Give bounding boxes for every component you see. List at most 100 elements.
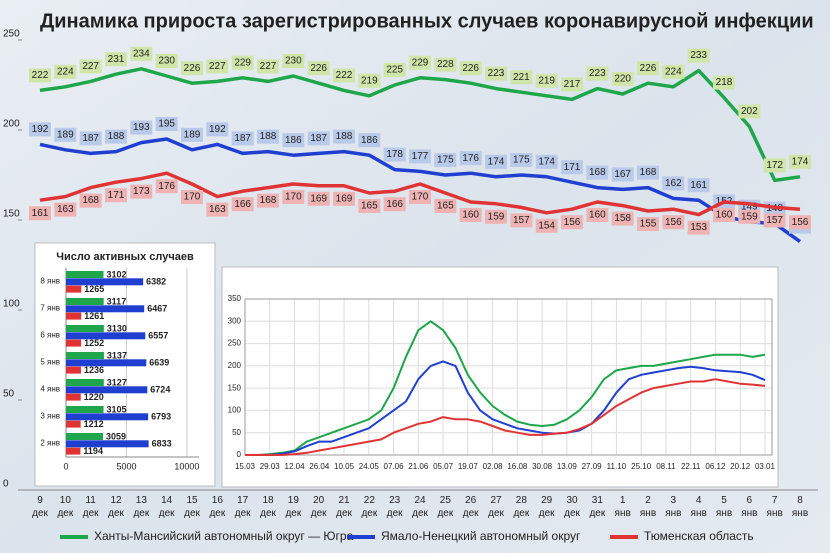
data-label: 157 xyxy=(513,215,530,226)
x-tick-label: 30 дек xyxy=(564,495,580,519)
x-tick-label: 19.07 xyxy=(458,462,479,471)
data-label-bg xyxy=(409,55,431,70)
data-label: 187 xyxy=(82,133,99,144)
x-tick-label: 5 янв xyxy=(716,495,732,519)
data-label-bg xyxy=(485,66,507,81)
data-label-bg xyxy=(586,208,609,222)
data-label: 223 xyxy=(589,68,606,79)
x-tick-label: 31 дек xyxy=(589,495,605,519)
x-tick-label: 25.10 xyxy=(631,462,652,471)
data-label: 3130 xyxy=(107,323,127,333)
data-label: 226 xyxy=(640,63,657,74)
x-tick-label: 20.12 xyxy=(730,462,751,471)
data-label-bg xyxy=(257,193,279,208)
y-tick-label: 8 янв xyxy=(40,277,60,286)
data-label: 168 xyxy=(640,167,657,178)
data-label: 1212 xyxy=(84,419,104,429)
x-tick-label: 16 дек xyxy=(209,495,225,519)
legend-label: Ханты-Мансийский автономный округ — Югра xyxy=(94,529,354,543)
data-label: 1220 xyxy=(84,392,104,402)
data-label: 168 xyxy=(82,195,99,206)
data-label: 192 xyxy=(209,124,226,135)
data-label-bg xyxy=(231,197,254,212)
data-label: 3059 xyxy=(106,431,126,441)
data-label-bg xyxy=(29,206,51,221)
data-label-bg xyxy=(231,55,254,70)
data-label-bg xyxy=(155,179,178,194)
data-label: 174 xyxy=(488,156,505,167)
data-label: 158 xyxy=(614,213,631,224)
data-label: 156 xyxy=(792,217,809,228)
data-label-bg xyxy=(307,131,330,146)
data-label-bg xyxy=(333,191,355,206)
data-label-bg xyxy=(459,151,482,166)
data-label-bg xyxy=(687,178,710,193)
data-label: 227 xyxy=(260,61,277,72)
data-label-bg xyxy=(763,158,786,173)
bar xyxy=(66,379,104,386)
data-label-bg xyxy=(662,176,685,191)
data-label-bg xyxy=(282,190,305,204)
data-label: 156 xyxy=(665,217,682,228)
x-tick-label: 07.06 xyxy=(384,462,405,471)
x-tick-label: 15 дек xyxy=(184,495,200,519)
x-tick-label: 26.04 xyxy=(309,462,330,471)
y-tick-label: 200 xyxy=(3,119,20,130)
y-tick-label: 5 янв xyxy=(40,358,60,367)
data-label: 223 xyxy=(488,68,505,79)
data-label-bg xyxy=(105,52,127,67)
data-label: 226 xyxy=(184,63,201,74)
data-label: 227 xyxy=(209,61,226,72)
data-label-bg xyxy=(535,73,558,88)
data-label: 231 xyxy=(108,54,125,65)
data-label-bg xyxy=(358,73,381,88)
data-label-bg xyxy=(79,193,102,208)
bar xyxy=(66,305,145,313)
x-tick-label: 10 дек xyxy=(57,495,73,519)
data-label-bg xyxy=(561,160,583,175)
x-tick-label: 25 дек xyxy=(437,495,453,519)
data-label-bg xyxy=(206,202,229,217)
data-label-bg xyxy=(687,48,710,63)
data-label-bg xyxy=(333,68,355,83)
data-label: 163 xyxy=(209,204,226,215)
x-tick-label: 22.11 xyxy=(681,462,701,471)
data-label: 6382 xyxy=(146,277,166,287)
bar xyxy=(66,352,104,359)
y-tick-label: 0 xyxy=(237,450,242,459)
bar xyxy=(66,386,148,394)
data-label: 1261 xyxy=(84,311,104,321)
data-label-bg xyxy=(358,199,381,213)
data-label: 170 xyxy=(412,192,429,203)
x-tick-label: 16.08 xyxy=(507,462,528,471)
data-label: 149 xyxy=(741,201,758,212)
data-label-bg xyxy=(561,77,583,92)
data-label-bg xyxy=(510,213,533,228)
data-label: 3105 xyxy=(107,404,127,414)
x-tick-label: 18 дек xyxy=(260,495,276,519)
data-label: 219 xyxy=(538,75,555,86)
data-label-bg xyxy=(181,127,203,142)
bar xyxy=(66,366,81,374)
data-label: 160 xyxy=(462,210,479,221)
data-label: 187 xyxy=(310,133,327,144)
data-label: 228 xyxy=(437,59,454,70)
data-label: 175 xyxy=(513,155,530,166)
data-label: 218 xyxy=(716,77,733,88)
data-label: 221 xyxy=(513,72,530,83)
data-label: 222 xyxy=(336,70,353,81)
data-label: 1252 xyxy=(84,338,104,348)
data-label-bg xyxy=(789,154,811,169)
y-tick-label: 7 янв xyxy=(40,304,60,313)
x-tick-label: 0 xyxy=(63,461,68,471)
bar xyxy=(66,298,104,305)
bar xyxy=(66,312,82,320)
data-label: 168 xyxy=(589,167,606,178)
data-label-bg xyxy=(282,54,305,68)
x-tick-label: 17 дек xyxy=(235,495,251,519)
plot-border xyxy=(244,298,773,456)
x-tick-label: 08.11 xyxy=(656,462,676,471)
x-tick-label: 12.04 xyxy=(285,462,306,471)
bar xyxy=(66,285,82,293)
